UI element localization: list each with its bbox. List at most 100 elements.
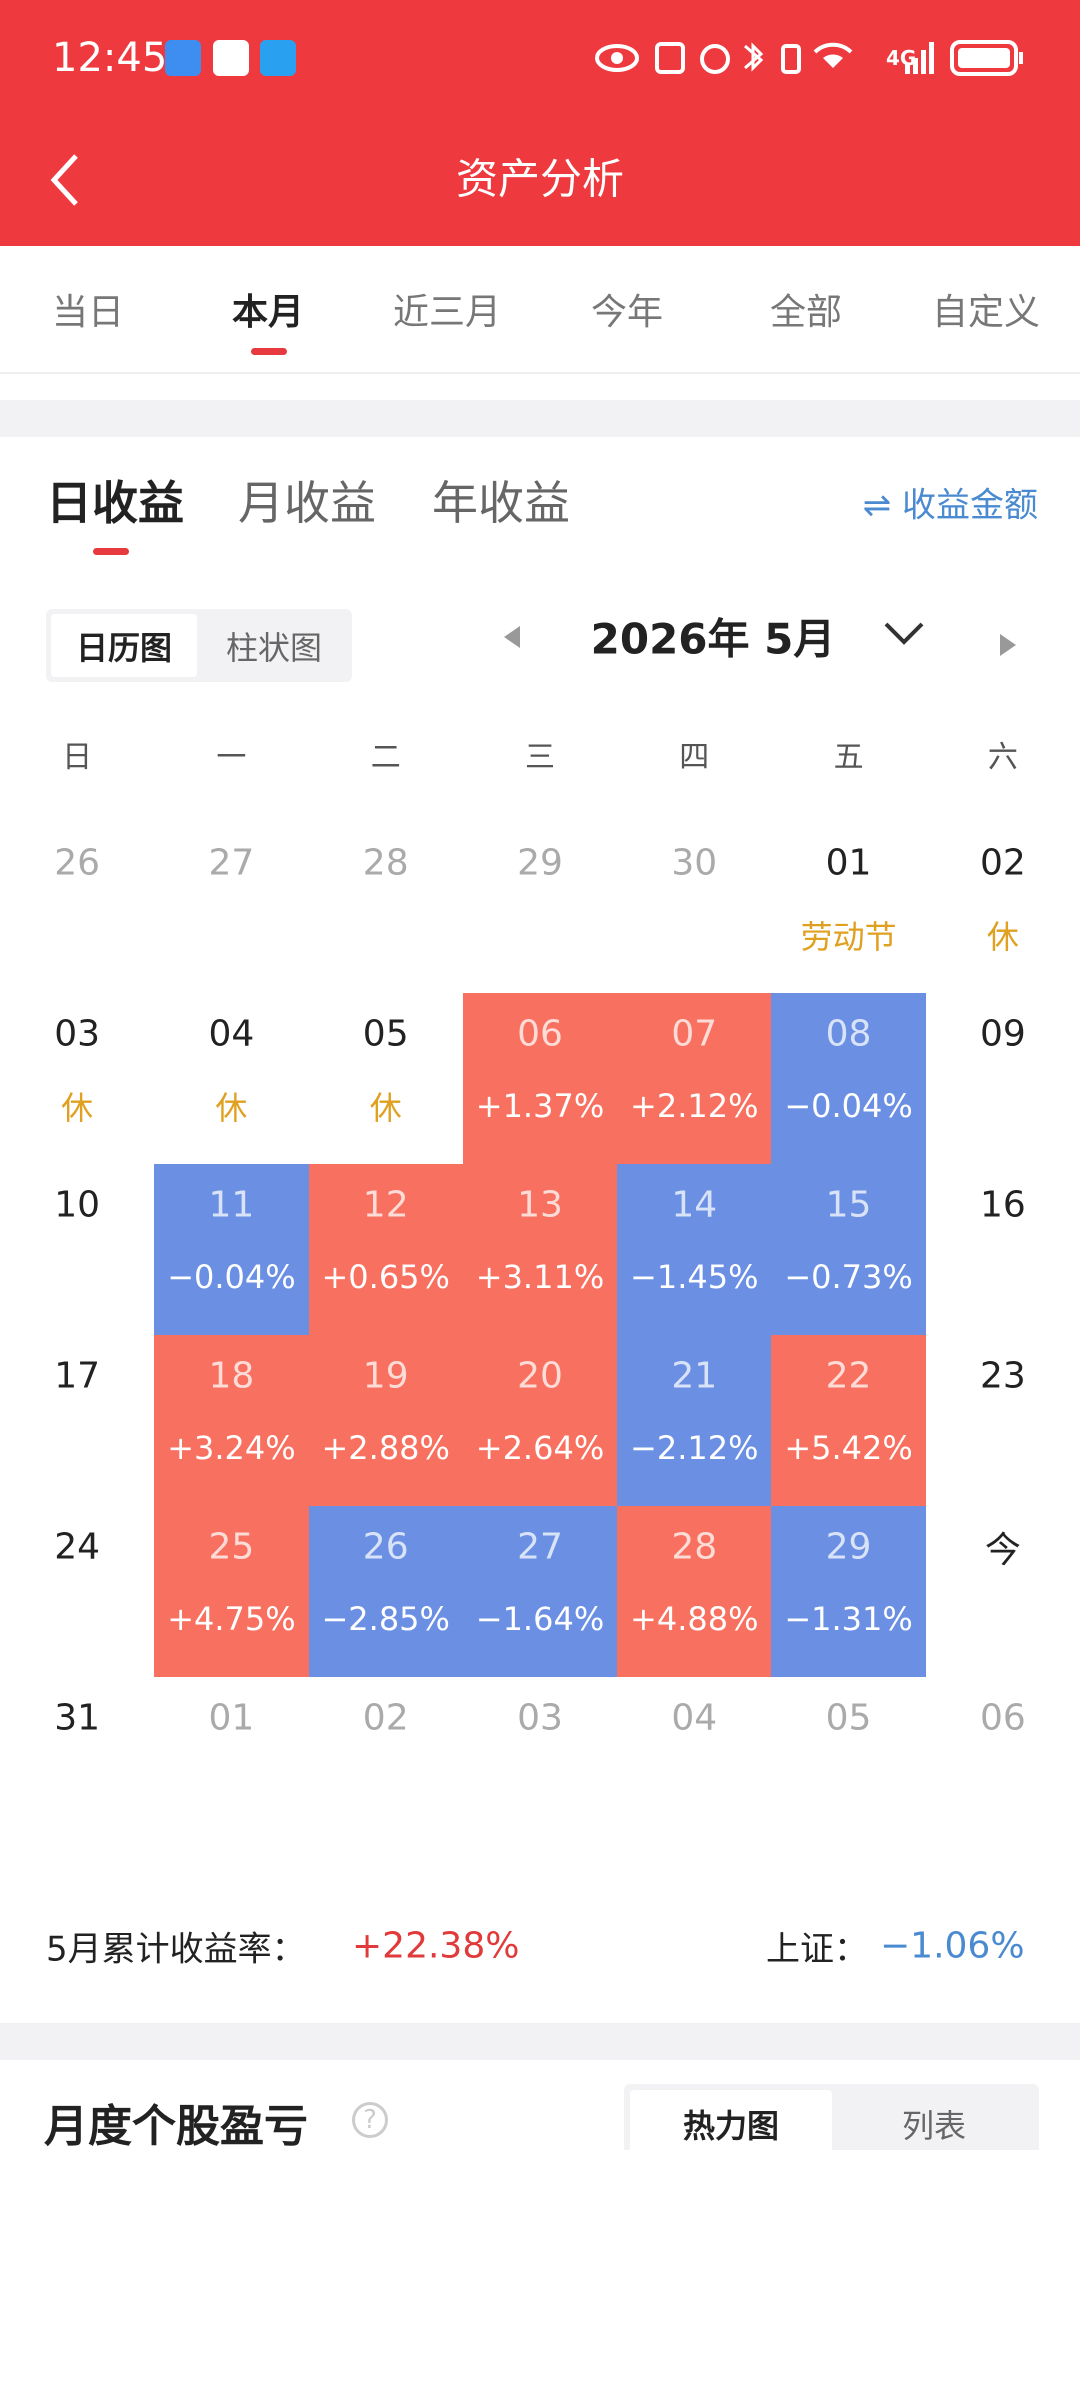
calendar-cell[interactable]: 28 +4.88% — [617, 1506, 772, 1677]
calendar-day: 06 — [517, 1013, 563, 1055]
calendar-cell[interactable]: 29 −1.31% — [771, 1506, 926, 1677]
daily-return: −1.64% — [475, 1600, 605, 1638]
app-icon — [165, 40, 201, 76]
calendar-cell[interactable]: 13 +3.11% — [462, 1164, 618, 1335]
calendar-cell[interactable]: 02 休 — [926, 822, 1080, 993]
back-button[interactable] — [44, 150, 84, 210]
calendar-day: 01 — [208, 1697, 255, 1739]
calendar-cell[interactable]: 28 — [309, 822, 463, 993]
calendar-cell[interactable]: 20 +2.64% — [462, 1335, 618, 1506]
calendar-day: 02 — [362, 1697, 409, 1739]
calendar-day: 21 — [671, 1355, 718, 1397]
help-icon[interactable]: ? — [352, 2102, 388, 2138]
period-tab[interactable]: 今年 — [590, 292, 664, 333]
calendar-cell[interactable]: 21 −2.12% — [617, 1335, 772, 1506]
calendar-day: 26 — [54, 842, 101, 884]
calendar-cell[interactable]: 02 — [309, 1677, 463, 1848]
daily-return: +4.88% — [630, 1600, 759, 1638]
calendar-cell[interactable]: 01 劳动节 — [771, 822, 925, 993]
next-month[interactable] — [996, 630, 1020, 660]
calendar-cell[interactable]: 22 +5.42% — [771, 1335, 926, 1506]
display-toggle[interactable]: ⇌ 收益金额 — [862, 485, 1038, 526]
profit-tab[interactable]: 月收益 — [238, 476, 376, 530]
calendar-cell[interactable]: 18 +3.24% — [154, 1335, 309, 1506]
view-tab[interactable]: 柱状图 — [225, 629, 323, 667]
calendar-day: 11 — [208, 1184, 255, 1226]
daily-return: −1.31% — [784, 1600, 913, 1638]
calendar-cell[interactable]: 31 — [0, 1677, 154, 1848]
calendar-day: 03 — [517, 1697, 563, 1739]
calendar-cell[interactable]: 05 休 — [309, 993, 463, 1164]
period-tab[interactable]: 近三月 — [392, 292, 502, 333]
calendar-cell[interactable]: 30 — [617, 822, 771, 993]
daily-return: +0.65% — [321, 1258, 450, 1296]
status-time: 12:45 — [52, 35, 168, 81]
period-tab[interactable]: 全部 — [769, 292, 843, 333]
calendar-day: 28 — [362, 842, 409, 884]
prev-month[interactable] — [500, 622, 524, 652]
calendar-cell[interactable]: 03 — [463, 1677, 617, 1848]
calendar-day: 13 — [517, 1184, 563, 1226]
calendar-day: 30 — [671, 842, 718, 884]
calendar-cell[interactable]: 07 +2.12% — [617, 993, 772, 1164]
profit-tab[interactable]: 年收益 — [432, 476, 570, 530]
calendar-cell[interactable]: 01 — [154, 1677, 308, 1848]
app-icon — [260, 40, 296, 76]
summary-value: +22.38% — [352, 1925, 520, 1967]
calendar-cell[interactable]: 23 — [926, 1335, 1080, 1506]
calendar-cell[interactable]: 06 — [926, 1677, 1080, 1848]
tab-indicator — [251, 348, 287, 355]
view-toggle: 日历图 柱状图 — [46, 609, 352, 682]
profit-tab[interactable]: 日收益 — [46, 476, 184, 530]
calendar-cell[interactable]: 19 +2.88% — [308, 1335, 463, 1506]
section-title: 月度个股盈亏 — [44, 2101, 308, 2152]
calendar-day: 28 — [671, 1526, 718, 1568]
calendar-cell[interactable]: 29 — [463, 822, 617, 993]
calendar-cell[interactable]: 05 — [771, 1677, 925, 1848]
calendar-cell[interactable]: 14 −1.45% — [617, 1164, 772, 1335]
calendar-cell[interactable]: 04 — [617, 1677, 771, 1848]
view-tab[interactable]: 日历图 — [75, 629, 173, 667]
period-tab[interactable]: 当日 — [51, 292, 125, 333]
calendar-cell[interactable]: 今 — [926, 1506, 1080, 1677]
daily-return: −1.45% — [630, 1258, 759, 1296]
app-icon — [213, 40, 249, 76]
calendar-cell[interactable]: 27 — [154, 822, 308, 993]
calendar-cell[interactable]: 11 −0.04% — [154, 1164, 309, 1335]
calendar-cell[interactable]: 24 — [0, 1506, 154, 1677]
calendar-cell[interactable]: 10 — [0, 1164, 154, 1335]
weekday: 日 — [62, 740, 93, 775]
holiday-note: 休 — [61, 1089, 94, 1127]
holiday-note: 劳动节 — [800, 918, 897, 956]
calendar-day: 04 — [208, 1013, 255, 1055]
calendar-cell[interactable]: 17 — [0, 1335, 154, 1506]
separator — [0, 2023, 1080, 2060]
calendar-cell[interactable]: 12 +0.65% — [308, 1164, 463, 1335]
status-icons — [595, 42, 934, 74]
calendar-cell[interactable]: 26 −2.85% — [308, 1506, 463, 1677]
calendar-day: 29 — [517, 842, 563, 884]
calendar-cell[interactable]: 09 — [926, 993, 1080, 1164]
calendar-cell[interactable]: 06 +1.37% — [462, 993, 618, 1164]
month-picker[interactable] — [882, 618, 926, 648]
calendar-cell[interactable]: 15 −0.73% — [771, 1164, 926, 1335]
divider — [0, 372, 1080, 374]
period-tab[interactable]: 自定义 — [931, 292, 1041, 333]
calendar-cell[interactable]: 16 — [926, 1164, 1080, 1335]
daily-return: +3.11% — [475, 1258, 605, 1296]
calendar-cell[interactable]: 27 −1.64% — [462, 1506, 618, 1677]
period-tab[interactable]: 本月 — [231, 292, 305, 333]
heatmap-tab[interactable]: 热力图 — [682, 2107, 780, 2145]
calendar-cell[interactable]: 04 休 — [154, 993, 308, 1164]
header-bar: 12:45 4G 资产分析 — [0, 0, 1080, 246]
calendar-cell[interactable]: 08 −0.04% — [771, 993, 926, 1164]
calendar-cell[interactable]: 25 +4.75% — [154, 1506, 309, 1677]
toggle-label: 收益金额 — [902, 485, 1038, 526]
calendar-day: 今 — [984, 1530, 1021, 1571]
weekday: 三 — [525, 740, 555, 775]
calendar-cell[interactable]: 03 休 — [0, 993, 154, 1164]
calendar-cell[interactable]: 26 — [0, 822, 154, 993]
calendar-day: 17 — [54, 1355, 101, 1397]
calendar-day: 04 — [671, 1697, 718, 1739]
heatmap-tab[interactable]: 列表 — [901, 2107, 967, 2145]
